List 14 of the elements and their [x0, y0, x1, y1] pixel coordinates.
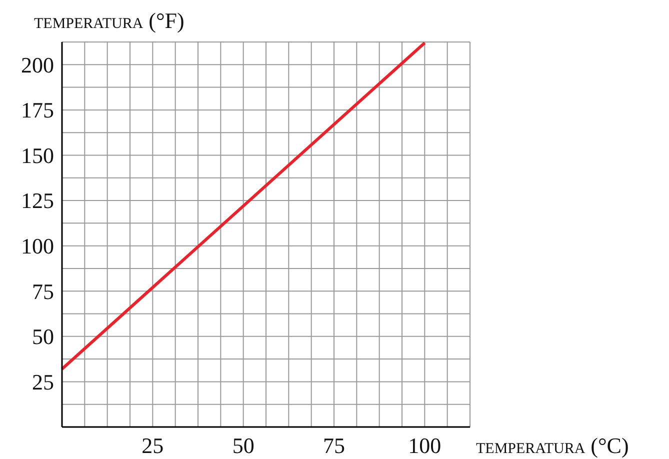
y-tick-label: 175 — [21, 98, 54, 123]
y-tick-label: 50 — [32, 324, 54, 350]
y-axis-title: temperatura (°F) — [34, 8, 184, 33]
x-tick-label: 50 — [232, 433, 254, 458]
x-axis-title: temperatura (°C) — [476, 433, 629, 458]
x-tick-label: 25 — [142, 433, 164, 458]
x-tick-label: 75 — [323, 433, 345, 458]
x-tick-label: 100 — [408, 433, 442, 458]
y-tick-label: 125 — [21, 188, 54, 214]
y-tick-label: 75 — [32, 278, 54, 304]
y-tick-label: 200 — [21, 52, 54, 78]
y-tick-label: 150 — [21, 142, 54, 168]
y-tick-label: 25 — [32, 369, 54, 394]
y-tick-label: 100 — [21, 234, 54, 259]
